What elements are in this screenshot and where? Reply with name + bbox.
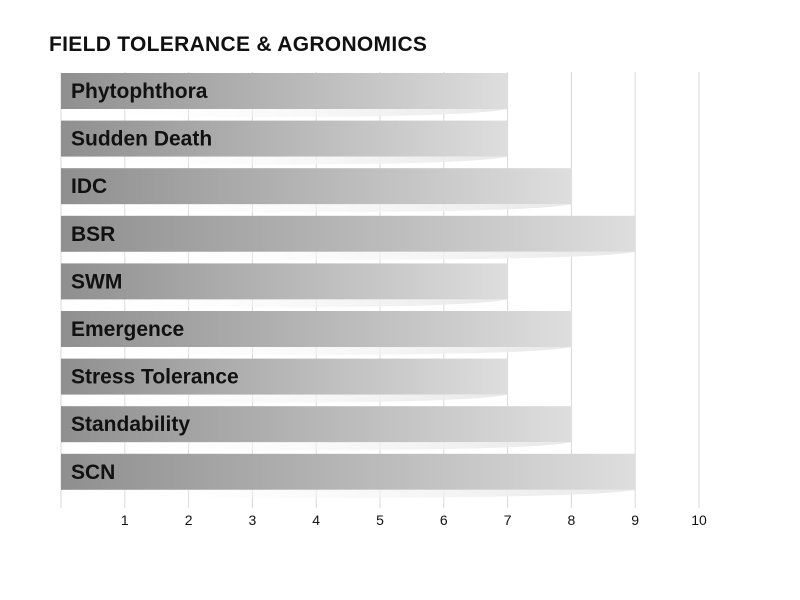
x-tick-label: 2	[185, 512, 193, 528]
bar	[61, 311, 572, 347]
chart-title: FIELD TOLERANCE & AGRONOMICS	[49, 33, 428, 56]
bar-label: Emergence	[71, 318, 184, 341]
bar-label: Stress Tolerance	[71, 366, 239, 389]
bar-label: IDC	[71, 175, 107, 198]
bar-group: SCN	[61, 453, 636, 498]
bar-reflection	[61, 489, 636, 498]
bar-label: Standability	[71, 413, 190, 436]
bar-group: Standability	[61, 406, 572, 451]
bar-label: SCN	[71, 461, 115, 484]
bar-group: BSR	[61, 215, 636, 260]
bar-reflection	[61, 204, 572, 213]
bar-group: Sudden Death	[61, 120, 508, 165]
x-tick-label: 3	[249, 512, 257, 528]
bar	[61, 120, 508, 157]
bar-reflection	[61, 299, 508, 308]
x-tick-label: 9	[631, 512, 639, 528]
bar	[61, 215, 636, 252]
bar-label: Phytophthora	[71, 80, 208, 103]
x-tick-label: 10	[691, 512, 707, 528]
bar-group: IDC	[61, 168, 572, 213]
bar-label: SWM	[71, 270, 122, 293]
bar-label: BSR	[71, 223, 115, 246]
x-tick-label: 7	[504, 512, 512, 528]
x-tick-label: 4	[312, 512, 320, 528]
bar-reflection	[61, 109, 508, 117]
x-tick-label: 8	[568, 512, 576, 528]
bar	[61, 73, 508, 109]
bar-group: SWM	[61, 263, 508, 308]
bar-reflection	[61, 442, 572, 451]
bar	[61, 168, 572, 205]
bar-group: Phytophthora	[61, 73, 508, 117]
bar-group: Emergence	[61, 311, 572, 355]
bar-group: Stress Tolerance	[61, 358, 508, 403]
bar	[61, 453, 636, 490]
x-tick-label: 5	[376, 512, 384, 528]
bar	[61, 406, 572, 443]
x-tick-label: 6	[440, 512, 448, 528]
bar-reflection	[61, 394, 508, 403]
x-axis-ticks: 1 2 3 4 5 6 7 8 9 10	[121, 512, 707, 528]
bar	[61, 358, 508, 395]
bar-reflection	[61, 251, 636, 260]
bar-reflection	[61, 156, 508, 165]
bars: Phytophthora Sudden Death IDC BSR SWM Emergen…	[61, 73, 636, 498]
bar-label: Sudden Death	[71, 128, 212, 151]
x-tick-label: 1	[121, 512, 129, 528]
bar	[61, 263, 508, 300]
bar-reflection	[61, 347, 572, 355]
